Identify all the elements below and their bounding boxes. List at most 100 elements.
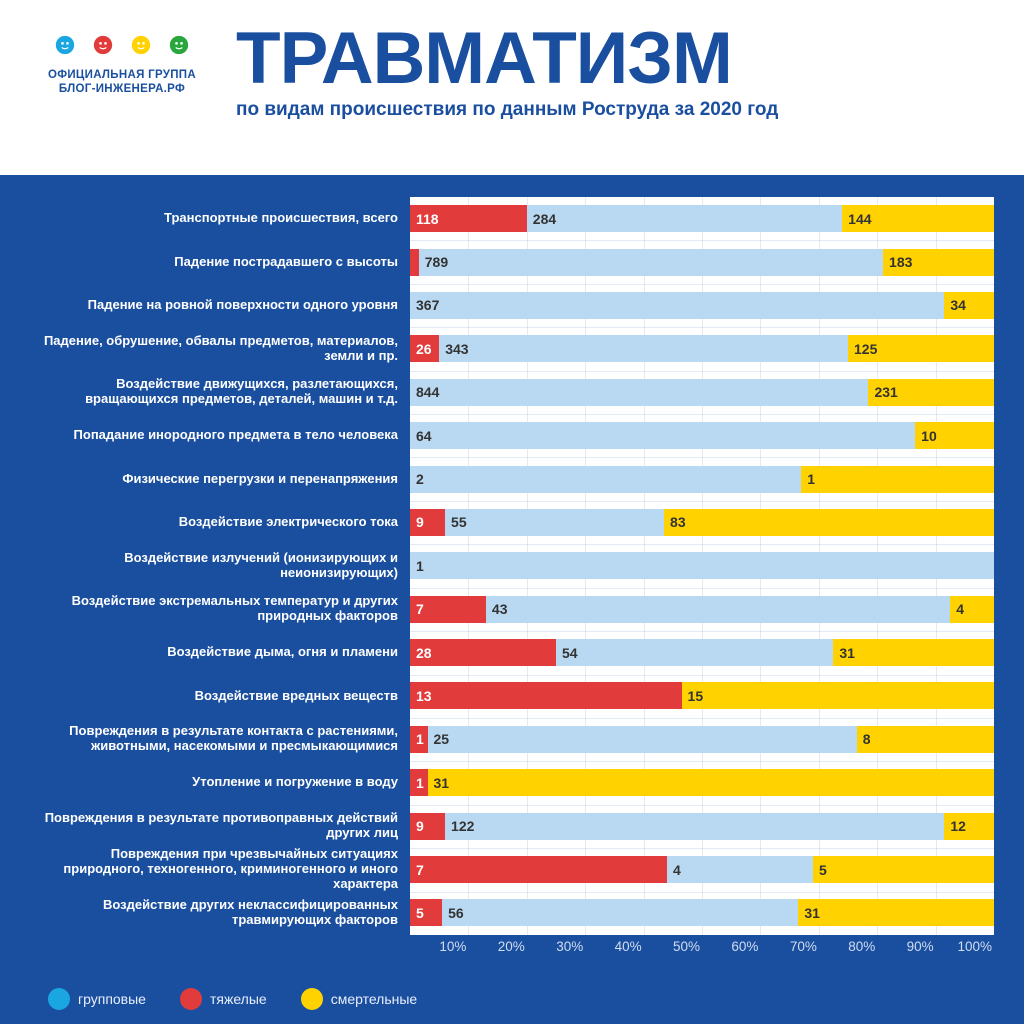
bar-segment-heavy: 844 xyxy=(410,379,868,406)
row-bar: 118284 144 xyxy=(410,205,994,232)
segment-value: 4 xyxy=(950,601,970,617)
bar-segment-group: 7 xyxy=(410,596,486,623)
bar-segment-group: 118 xyxy=(410,205,527,232)
segment-value: 4 xyxy=(667,862,687,878)
segment-value: 284 xyxy=(527,211,562,227)
bar-segment-fatal: 231 xyxy=(868,379,994,406)
segment-value: 25 xyxy=(428,731,456,747)
legend: групповыетяжелыесмертельные xyxy=(48,988,417,1010)
x-axis: 10%20%30%40%50%60%70%80%90%100% xyxy=(410,939,994,961)
legend-swatch-icon xyxy=(301,988,323,1010)
chart-row: Падение, обрушение, обвалы предметов, ма… xyxy=(30,327,994,370)
chart-row: Воздействие вредных веществ13 15 xyxy=(30,674,994,717)
chart-row: Воздействие электрического тока95583 xyxy=(30,501,994,544)
bar-segment-fatal: 183 xyxy=(883,249,994,276)
segment-value: 144 xyxy=(842,211,877,227)
logo-face-icon xyxy=(48,28,82,62)
bar-segment-group: 7 xyxy=(410,856,667,883)
bar-segment-fatal: 1 xyxy=(801,466,994,493)
legend-swatch-icon xyxy=(48,988,70,1010)
bar-segment-fatal: 31 xyxy=(833,639,994,666)
segment-value: 125 xyxy=(848,341,883,357)
segment-value: 5 xyxy=(813,862,833,878)
page-subtitle: по видам происшествия по данным Роструда… xyxy=(236,99,992,121)
segment-value: 13 xyxy=(410,688,438,704)
bar-segment-fatal: 34 xyxy=(944,292,994,319)
bar-segment-fatal: 10 xyxy=(915,422,994,449)
axis-tick: 80% xyxy=(819,939,877,961)
segment-value: 367 xyxy=(410,297,445,313)
bar-segment-group: 1 xyxy=(410,769,428,796)
logo-block: ОФИЦИАЛЬНАЯ ГРУППА БЛОГ-ИНЖЕНЕРА.РФ xyxy=(32,24,212,97)
segment-value: 43 xyxy=(486,601,514,617)
logo-face-icon xyxy=(86,28,120,62)
chart-row: Повреждения при чрезвычайных ситуациях п… xyxy=(30,848,994,891)
bar-segment-heavy: 4 xyxy=(667,856,813,883)
row-label: Воздействие излучений (ионизирующих и не… xyxy=(30,551,408,581)
row-bar: 74 5 xyxy=(410,856,994,883)
bar-segment-heavy: 284 xyxy=(527,205,842,232)
row-bar: 6410 xyxy=(410,422,994,449)
segment-value: 15 xyxy=(682,688,710,704)
chart-area: Транспортные происшествия, всего11828414… xyxy=(30,197,994,935)
logo-icons xyxy=(48,28,196,62)
row-label: Повреждения при чрезвычайных ситуациях п… xyxy=(30,847,408,892)
bar-segment-fatal: 12 xyxy=(944,813,994,840)
segment-value: 5 xyxy=(410,905,430,921)
bar-segment-heavy: 43 xyxy=(486,596,950,623)
row-label: Транспортные происшествия, всего xyxy=(30,211,408,226)
bar-segment-heavy: 122 xyxy=(445,813,944,840)
logo-face-icon xyxy=(124,28,158,62)
segment-value: 844 xyxy=(410,384,445,400)
row-bar: 95583 xyxy=(410,509,994,536)
bar-segment-group: 5 xyxy=(410,899,442,926)
bar-segment-group: 9 xyxy=(410,509,445,536)
axis-tick: 30% xyxy=(527,939,585,961)
segment-value: 34 xyxy=(944,297,972,313)
bar-segment-fatal: 4 xyxy=(950,596,994,623)
row-label: Воздействие движущихся, разлетающихся, в… xyxy=(30,377,408,407)
row-bar: 55631 xyxy=(410,899,994,926)
bar-segment-heavy: 56 xyxy=(442,899,798,926)
row-label: Воздействие вредных веществ xyxy=(30,689,408,704)
bar-segment-heavy: 55 xyxy=(445,509,664,536)
row-bar: 743 4 xyxy=(410,596,994,623)
axis-tick: 100% xyxy=(936,939,994,961)
row-label: Падение, обрушение, обвалы предметов, ма… xyxy=(30,334,408,364)
logo-caption-line1: ОФИЦИАЛЬНАЯ ГРУППА xyxy=(48,68,196,82)
bar-segment-fatal: 15 xyxy=(682,682,994,709)
chart-row: Воздействие других неклассифицированных … xyxy=(30,891,994,934)
logo-caption-line2: БЛОГ-ИНЖЕНЕРА.РФ xyxy=(48,82,196,96)
segment-value: 12 xyxy=(944,818,972,834)
row-bar: 21 xyxy=(410,466,994,493)
row-label: Воздействие экстремальных температур и д… xyxy=(30,594,408,624)
bar-segment-fatal: 31 xyxy=(428,769,994,796)
chart-row: Воздействие движущихся, разлетающихся, в… xyxy=(30,371,994,414)
segment-value: 789 xyxy=(419,254,454,270)
row-bar: 131 xyxy=(410,769,994,796)
bar-segment-group xyxy=(410,249,419,276)
segment-value: 26 xyxy=(410,341,438,357)
axis-tick: 70% xyxy=(760,939,818,961)
chart-row: Транспортные происшествия, всего118284 14… xyxy=(30,197,994,240)
segment-value: 1 xyxy=(801,471,821,487)
axis-tick: 20% xyxy=(468,939,526,961)
axis-tick: 10% xyxy=(410,939,468,961)
row-label: Повреждения в результате противоправных … xyxy=(30,811,408,841)
row-label: Физические перегрузки и перенапряжения xyxy=(30,472,408,487)
segment-value: 122 xyxy=(445,818,480,834)
row-label: Повреждения в результате контакта с раст… xyxy=(30,724,408,754)
row-bar: 285431 xyxy=(410,639,994,666)
bar-segment-heavy: 54 xyxy=(556,639,833,666)
row-label: Воздействие электрического тока xyxy=(30,515,408,530)
segment-value: 8 xyxy=(857,731,877,747)
bar-segment-heavy: 789 xyxy=(419,249,883,276)
segment-value: 54 xyxy=(556,645,584,661)
chart-row: Попадание инородного предмета в тело чел… xyxy=(30,414,994,457)
bar-segment-fatal: 83 xyxy=(664,509,994,536)
bar-segment-fatal: 8 xyxy=(857,726,994,753)
row-bar: 1258 xyxy=(410,726,994,753)
axis-tick: 40% xyxy=(585,939,643,961)
segment-value: 10 xyxy=(915,428,943,444)
segment-value: 83 xyxy=(664,514,692,530)
